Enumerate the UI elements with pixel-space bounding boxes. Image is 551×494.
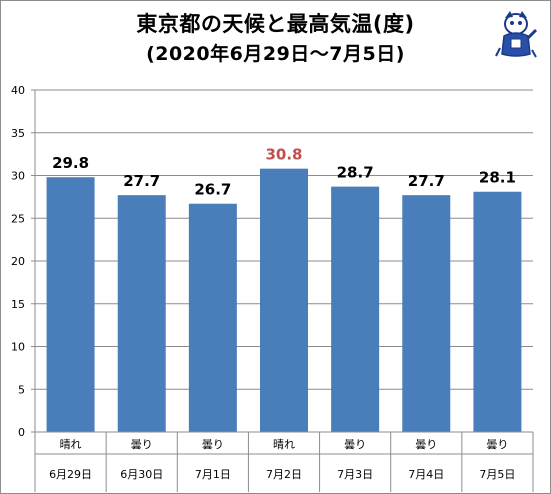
x-date-label: 7月4日 xyxy=(408,468,444,481)
y-tick-label: 25 xyxy=(11,212,25,225)
y-tick-label: 0 xyxy=(18,426,25,439)
x-weather-label: 晴れ xyxy=(60,438,82,451)
y-tick-label: 10 xyxy=(11,341,25,354)
x-date-label: 7月1日 xyxy=(195,468,231,481)
bar xyxy=(331,186,380,432)
bar xyxy=(402,195,451,432)
labels: 29.8 晴れ 6月29日 27.7 曇り 6月30日 26.7 曇り 7月1日 30.8 晴れ 7月… xyxy=(49,146,516,481)
y-tick-label: 35 xyxy=(11,127,25,140)
bar xyxy=(46,177,95,432)
data-label: 27.7 xyxy=(123,172,160,190)
data-label: 29.8 xyxy=(52,154,89,172)
x-weather-label: 曇り xyxy=(415,438,437,451)
x-date-label: 7月5日 xyxy=(479,468,515,481)
mascot-illustration xyxy=(495,11,538,58)
data-label: 28.7 xyxy=(337,164,374,182)
chart-subtitle: (2020年6月29日～7月5日) xyxy=(146,43,405,65)
bar xyxy=(473,191,522,432)
data-label: 27.7 xyxy=(408,172,445,190)
x-weather-label: 曇り xyxy=(131,438,153,451)
x-weather-label: 曇り xyxy=(202,438,224,451)
bar xyxy=(188,203,237,432)
axes: 0 5 10 15 20 25 30 35 40 xyxy=(11,84,534,492)
bars xyxy=(46,168,522,432)
x-date-label: 7月2日 xyxy=(266,468,302,481)
y-tick-label: 20 xyxy=(11,255,25,268)
y-tick-label: 40 xyxy=(11,84,25,97)
x-weather-label: 曇り xyxy=(344,438,366,451)
x-date-label: 6月30日 xyxy=(120,468,163,481)
chart-title: 東京都の天候と最高気温(度) xyxy=(136,12,415,36)
data-label: 26.7 xyxy=(194,181,231,199)
y-tick-label: 30 xyxy=(11,170,25,183)
x-date-label: 7月3日 xyxy=(337,468,373,481)
x-weather-label: 曇り xyxy=(486,438,508,451)
bar xyxy=(260,168,308,432)
x-date-label: 6月29日 xyxy=(49,468,92,481)
bar xyxy=(117,195,166,432)
data-label: 30.8 xyxy=(265,146,302,164)
y-tick-label: 15 xyxy=(11,298,25,311)
y-tick-label: 5 xyxy=(18,383,25,396)
data-label: 28.1 xyxy=(479,169,516,187)
x-weather-label: 晴れ xyxy=(273,438,295,451)
